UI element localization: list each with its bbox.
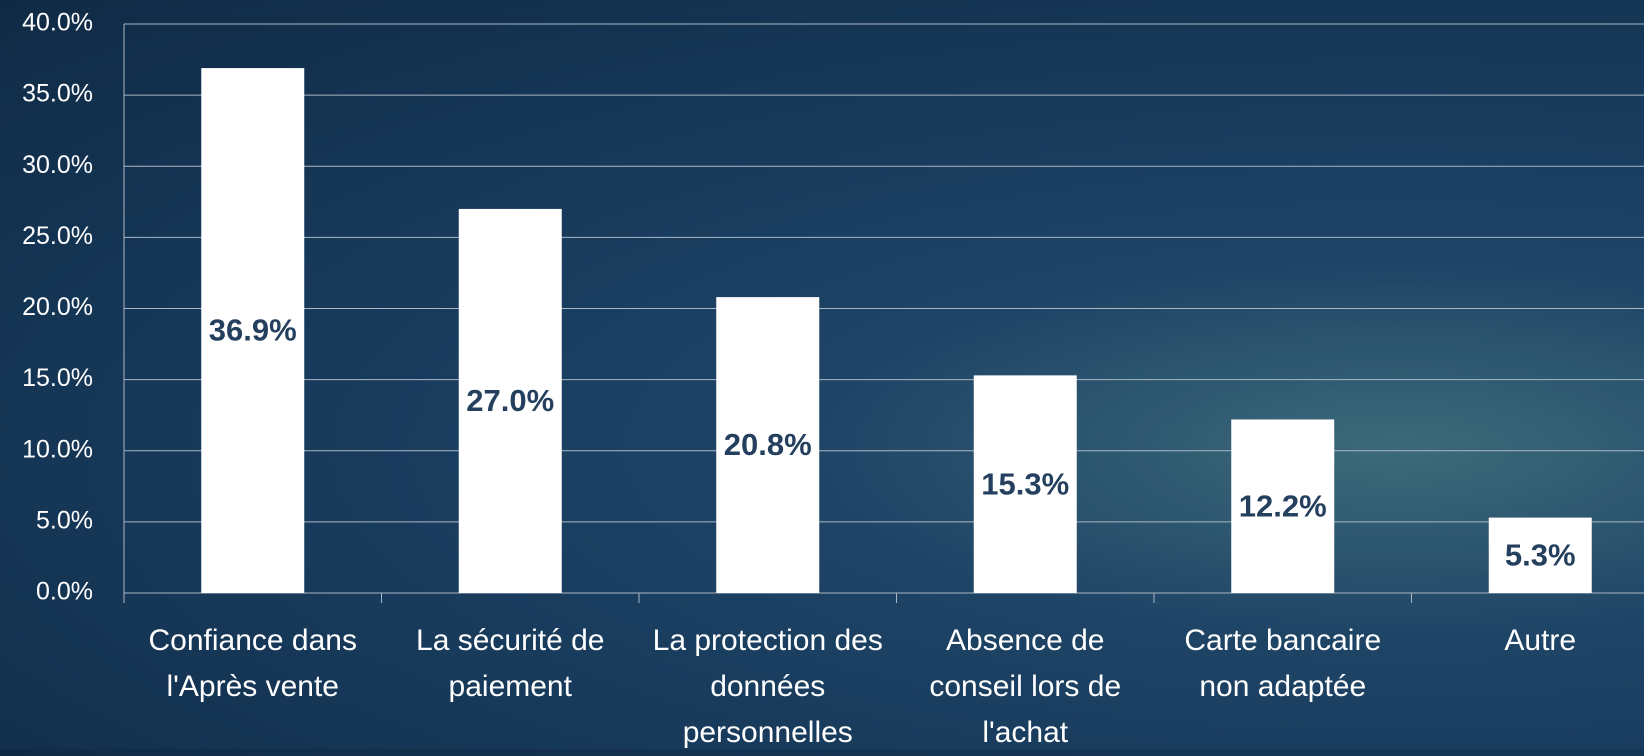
y-tick-label: 0.0% (36, 578, 93, 606)
y-tick-label: 25.0% (22, 222, 93, 250)
x-tick-label: La sécurité de paiement (385, 618, 635, 710)
value-label: 27.0% (466, 383, 554, 418)
value-label: 20.8% (724, 427, 812, 462)
x-tick-label: Autre (1415, 618, 1644, 664)
y-tick-label: 10.0% (22, 435, 93, 463)
y-tick-label: 15.0% (22, 364, 93, 392)
value-label: 12.2% (1239, 488, 1327, 523)
y-tick-label: 40.0% (22, 9, 93, 37)
y-tick-label: 35.0% (22, 80, 93, 108)
x-tick-label: Absence de conseil lors de l'achat (900, 618, 1150, 756)
value-label: 36.9% (209, 313, 297, 348)
page: 0.0% 5.0% 10.0% 15.0% 20.0% 25.0% 30.0% 35.0% 40… (0, 0, 1644, 749)
value-label: 15.3% (981, 466, 1069, 501)
y-tick-label: 20.0% (22, 293, 93, 321)
y-tick-label: 5.0% (36, 506, 93, 534)
x-tick-label: La protection des données personnelles (643, 618, 893, 756)
y-tick-label: 30.0% (22, 151, 93, 179)
value-label: 5.3% (1505, 537, 1576, 572)
x-tick-label: Carte bancaire non adaptée (1158, 618, 1408, 710)
x-tick-label: Confiance dans l'Après vente (128, 618, 378, 710)
